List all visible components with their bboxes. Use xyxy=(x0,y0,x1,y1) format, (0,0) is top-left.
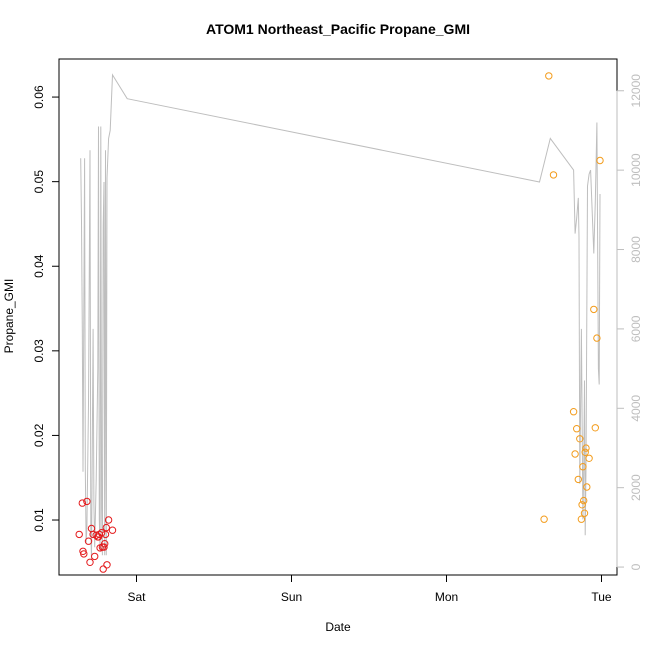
data-point-orange-9 xyxy=(578,501,586,509)
y-axis-left: 0.01 0.02 0.03 0.04 0.05 0.06 xyxy=(32,85,60,532)
x-axis: Sat Sun Mon Tue xyxy=(127,574,612,604)
data-point-red-9 xyxy=(91,552,99,561)
y-tick-label: 0.06 xyxy=(32,85,46,109)
y2-tick-label: 4000 xyxy=(629,395,643,422)
data-point-orange-1 xyxy=(545,72,553,80)
data-point-red-22 xyxy=(103,561,111,569)
y-tick-label: 0.01 xyxy=(32,508,46,532)
data-point-orange-17 xyxy=(590,305,598,314)
data-point-orange-15 xyxy=(583,483,591,491)
data-point-orange-11 xyxy=(580,496,588,505)
data-point-orange-20 xyxy=(596,156,604,165)
data-point-orange-8 xyxy=(577,515,586,523)
x-tick-label: Tue xyxy=(591,590,612,604)
x-tick-label: Sat xyxy=(127,590,146,604)
x-tick-label: Sun xyxy=(281,590,302,604)
y-tick-label: 0.02 xyxy=(32,423,46,447)
data-point-orange-12 xyxy=(580,509,589,517)
data-point-red-1 xyxy=(78,499,87,507)
data-point-orange-7 xyxy=(576,435,584,443)
data-point-orange-19 xyxy=(593,334,601,342)
data-point-orange-3 xyxy=(569,408,578,416)
data-point-orange-14 xyxy=(582,444,590,452)
data-point-orange-6 xyxy=(574,475,582,484)
y2-tick-label: 6000 xyxy=(629,315,643,342)
data-point-red-0 xyxy=(75,530,83,539)
data-point-red-4 xyxy=(83,497,91,506)
data-points-layer xyxy=(75,72,604,573)
data-point-red-18 xyxy=(100,543,108,551)
data-point-red-6 xyxy=(86,558,94,566)
data-point-red-3 xyxy=(80,550,88,558)
data-point-red-17 xyxy=(99,565,107,573)
x-tick-label: Mon xyxy=(435,590,458,604)
data-point-red-5 xyxy=(84,537,93,545)
data-point-red-15 xyxy=(97,529,106,537)
altitude-line xyxy=(80,73,601,560)
y-axis-label: Propane_GMI xyxy=(2,279,16,354)
data-point-orange-10 xyxy=(579,463,587,471)
data-point-orange-4 xyxy=(571,450,579,458)
y2-tick-label: 10000 xyxy=(629,153,643,187)
y-tick-label: 0.03 xyxy=(32,339,46,363)
y-tick-label: 0.04 xyxy=(32,254,46,278)
y2-tick-label: 12000 xyxy=(629,74,643,108)
data-point-red-24 xyxy=(108,526,117,534)
data-point-red-23 xyxy=(104,516,113,524)
data-point-red-21 xyxy=(102,523,111,532)
data-point-orange-5 xyxy=(573,425,581,433)
y-axis-right: 0 2000 4000 6000 8000 10000 12000 xyxy=(616,74,643,570)
y2-tick-label: 8000 xyxy=(629,236,643,263)
data-point-orange-13 xyxy=(581,448,589,456)
data-point-red-19 xyxy=(101,540,109,548)
plot-frame xyxy=(58,58,618,576)
x-axis-label: Date xyxy=(325,620,351,634)
data-point-red-20 xyxy=(101,530,110,539)
altitude-line-layer xyxy=(80,73,601,560)
chart-title: ATOM1 Northeast_Pacific Propane_GMI xyxy=(206,21,470,37)
data-point-orange-18 xyxy=(591,424,599,432)
data-point-orange-16 xyxy=(585,454,593,462)
y2-tick-label: 0 xyxy=(629,563,643,570)
data-point-orange-2 xyxy=(549,171,558,179)
data-point-orange-0 xyxy=(540,515,548,523)
y2-tick-label: 2000 xyxy=(629,474,643,501)
y-tick-label: 0.05 xyxy=(32,170,46,194)
